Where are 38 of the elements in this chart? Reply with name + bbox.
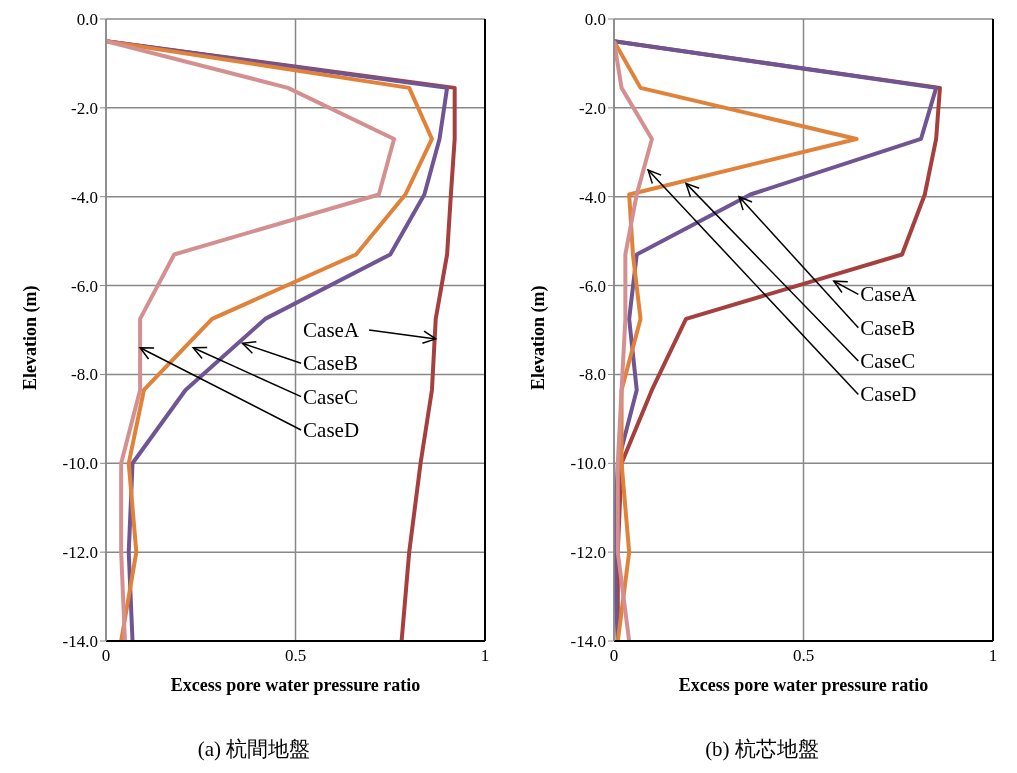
- annotation: CaseD: [303, 417, 360, 442]
- y-tick-label: -14.0: [62, 632, 98, 652]
- x-tick-label: 0: [101, 646, 111, 666]
- y-tick-label: -14.0: [570, 632, 606, 652]
- y-tick-label: -12.0: [62, 543, 98, 563]
- x-axis-title: Excess pore water pressure ratio: [678, 675, 929, 695]
- y-tick-label: 0.0: [584, 10, 606, 30]
- annotation: CaseA: [303, 318, 360, 342]
- x-axis-title: Excess pore water pressure ratio: [170, 675, 421, 695]
- x-tick-label: 1: [480, 646, 490, 666]
- annotation: CaseD: [860, 382, 917, 407]
- y-tick-label: -10.0: [570, 454, 606, 474]
- y-tick-label: -2.0: [579, 98, 606, 118]
- x-tick-label: 1: [988, 646, 998, 666]
- line-series: [614, 39, 859, 641]
- annotation: CaseC: [303, 384, 358, 409]
- x-tick-label: 0.5: [792, 646, 815, 666]
- y-tick-label: -10.0: [62, 454, 98, 474]
- y-tick-label: -2.0: [71, 98, 98, 118]
- y-tick-label: -6.0: [579, 276, 606, 296]
- y-axis-title: Elevation (m): [528, 285, 550, 390]
- y-tick-label: -8.0: [579, 365, 606, 385]
- y-tick-label: 0.0: [76, 10, 98, 30]
- y-tick-label: -6.0: [71, 276, 98, 296]
- y-tick-label: -4.0: [71, 187, 98, 207]
- annotation: CaseB: [860, 315, 916, 340]
- y-tick-label: -4.0: [579, 187, 606, 207]
- text: (b) 杭芯地盤: [704, 736, 820, 763]
- annotation: CaseA: [860, 282, 918, 307]
- x-tick-label: 0: [609, 646, 619, 666]
- x-tick-label: 0.5: [284, 646, 307, 666]
- annotation: CaseB: [303, 351, 358, 376]
- y-tick-label: -12.0: [570, 543, 606, 563]
- annotation: CaseC: [860, 349, 916, 374]
- text: (a) 杭間地盤: [196, 736, 312, 763]
- line-series: [614, 39, 654, 641]
- y-axis-title: Elevation (m): [20, 285, 42, 390]
- y-tick-label: -8.0: [71, 365, 98, 385]
